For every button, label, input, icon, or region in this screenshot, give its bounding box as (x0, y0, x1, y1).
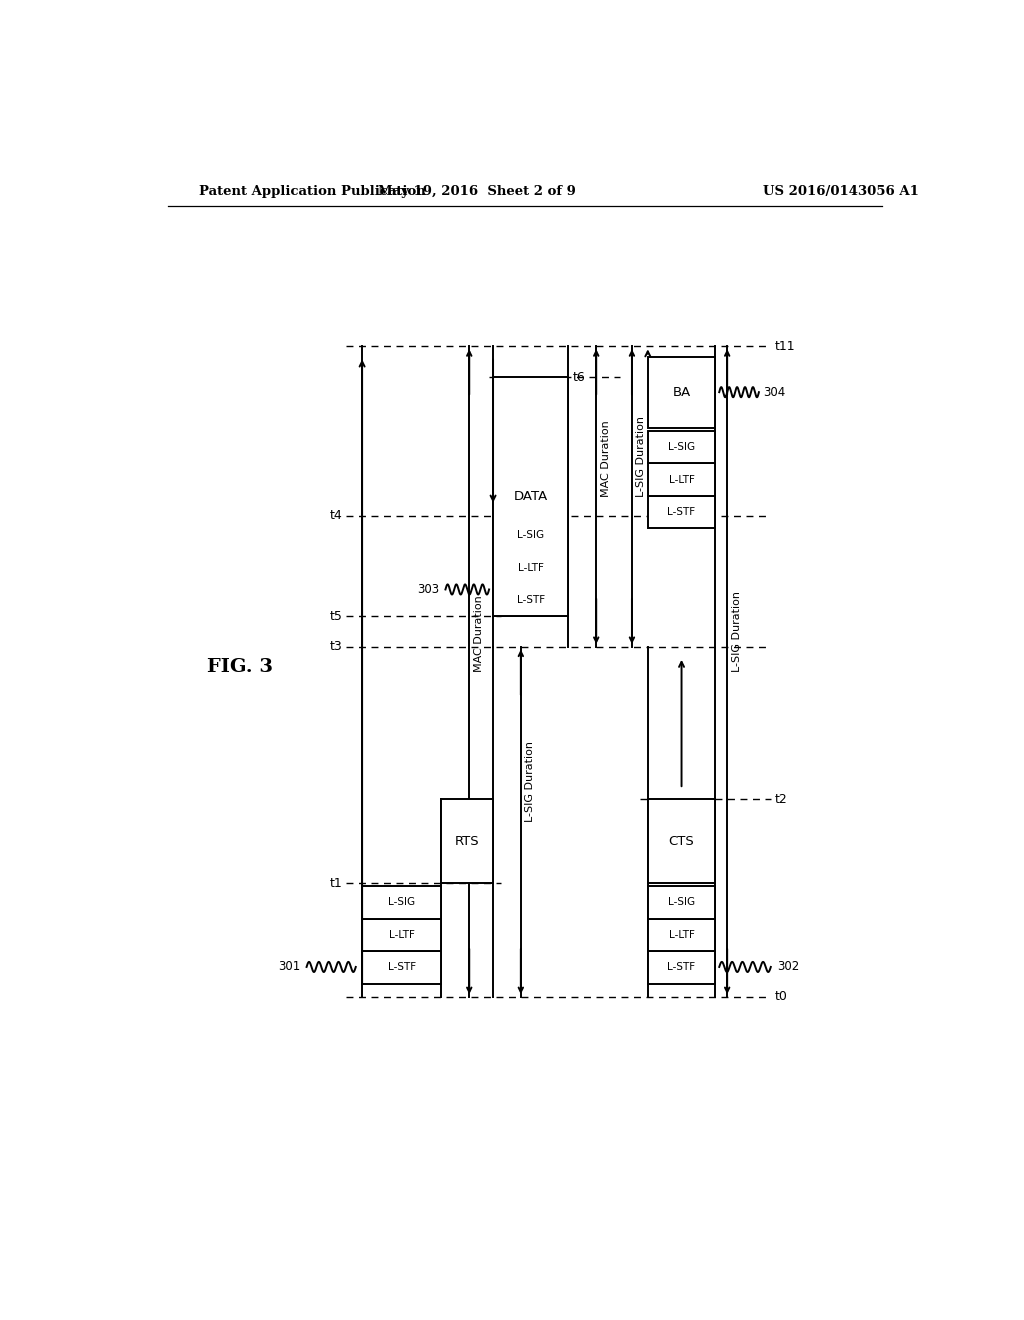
Text: CTS: CTS (669, 834, 694, 847)
Text: L-LTF: L-LTF (669, 929, 694, 940)
Bar (648, 952, 715, 983)
Bar (648, 919, 715, 952)
Text: L-SIG: L-SIG (668, 442, 695, 451)
Text: Patent Application Publication: Patent Application Publication (200, 185, 426, 198)
Bar (494, 378, 568, 616)
Text: 304: 304 (763, 385, 785, 399)
Text: t4: t4 (330, 510, 342, 523)
Bar (362, 952, 441, 983)
Bar (648, 430, 715, 463)
Text: FIG. 3: FIG. 3 (207, 657, 273, 676)
Bar (648, 496, 715, 528)
Text: t2: t2 (775, 793, 787, 805)
Text: L-STF: L-STF (517, 595, 545, 605)
Text: L-STF: L-STF (668, 962, 695, 973)
Text: L-SIG: L-SIG (668, 898, 695, 907)
Bar (494, 552, 568, 583)
Text: L-STF: L-STF (668, 507, 695, 517)
Text: MAC Duration: MAC Duration (474, 595, 483, 672)
Text: DATA: DATA (514, 490, 548, 503)
Text: 301: 301 (278, 961, 300, 973)
Text: L-SIG: L-SIG (388, 898, 416, 907)
Text: BA: BA (673, 385, 690, 399)
Bar (441, 799, 494, 883)
Bar (648, 463, 715, 496)
Bar (648, 886, 715, 919)
Bar (494, 583, 568, 616)
Text: L-SIG: L-SIG (517, 529, 545, 540)
Text: L-SIG Duration: L-SIG Duration (732, 590, 741, 672)
Text: L-STF: L-STF (388, 962, 416, 973)
Text: RTS: RTS (455, 834, 479, 847)
Text: t11: t11 (775, 341, 796, 352)
Text: L-LTF: L-LTF (518, 562, 544, 573)
Text: MAC Duration: MAC Duration (601, 420, 610, 496)
Text: May 19, 2016  Sheet 2 of 9: May 19, 2016 Sheet 2 of 9 (378, 185, 577, 198)
Text: L-SIG Duration: L-SIG Duration (525, 741, 536, 822)
Bar (362, 919, 441, 952)
Text: t3: t3 (330, 640, 342, 653)
Text: US 2016/0143056 A1: US 2016/0143056 A1 (763, 185, 919, 198)
Bar (362, 886, 441, 919)
Text: t1: t1 (330, 876, 342, 890)
Bar (648, 799, 715, 883)
Bar (494, 519, 568, 552)
Text: L-SIG Duration: L-SIG Duration (637, 416, 646, 496)
Text: 302: 302 (777, 961, 800, 973)
Text: L-LTF: L-LTF (389, 929, 415, 940)
Text: t6: t6 (572, 371, 585, 384)
Bar (648, 356, 715, 428)
Text: t5: t5 (330, 610, 342, 623)
Text: L-LTF: L-LTF (669, 475, 694, 484)
Text: 303: 303 (417, 583, 439, 595)
Text: t0: t0 (775, 990, 787, 1003)
